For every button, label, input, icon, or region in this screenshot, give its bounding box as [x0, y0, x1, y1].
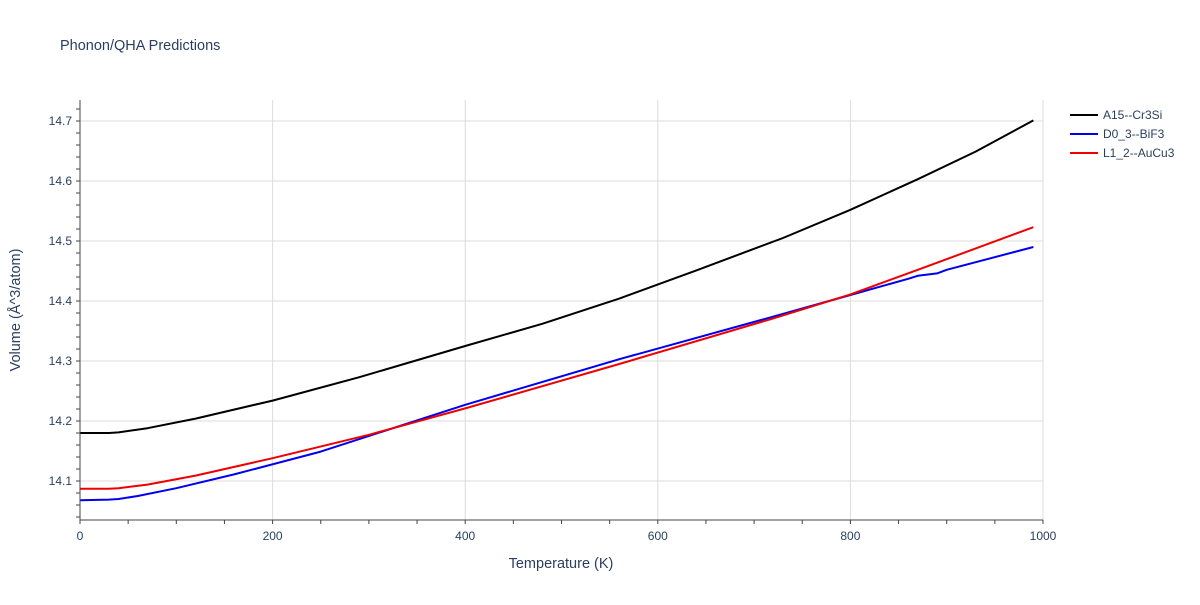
- x-tick-label: 0: [77, 529, 84, 543]
- x-tick-label: 400: [455, 529, 475, 543]
- series-line-1: [80, 119, 1034, 434]
- legend-item-2[interactable]: D0_3--BiF3: [1070, 127, 1165, 141]
- y-axis-label: Volume (Å^3/atom): [7, 249, 24, 372]
- series-line-3: [80, 226, 1034, 490]
- x-tick-label: 200: [263, 529, 283, 543]
- y-tick-label: 14.5: [49, 234, 73, 248]
- y-tick-label: 14.2: [49, 414, 73, 428]
- y-tick-label: 14.3: [49, 354, 73, 368]
- legend-item-1[interactable]: A15--Cr3Si: [1070, 108, 1162, 122]
- chart-title: Phonon/QHA Predictions: [60, 38, 220, 54]
- x-tick-label: 800: [840, 529, 860, 543]
- x-tick-label: 600: [648, 529, 668, 543]
- tick-labels: 0 200 400 600 800 1000 14.1 14.2 14.3 14.4 14.5 14.…: [49, 114, 1057, 543]
- y-tick-label: 14.4: [49, 294, 73, 308]
- axes: [76, 100, 1044, 524]
- series-lines: [79, 119, 1034, 502]
- series-line-2: [79, 246, 1034, 502]
- legend-item-3[interactable]: L1_2--AuCu3: [1070, 146, 1175, 160]
- legend-label: L1_2--AuCu3: [1103, 146, 1175, 160]
- legend[interactable]: A15--Cr3Si D0_3--BiF3 L1_2--AuCu3: [1070, 108, 1175, 160]
- x-axis-label: Temperature (K): [509, 556, 614, 572]
- legend-label: A15--Cr3Si: [1103, 108, 1162, 122]
- y-tick-label: 14.6: [49, 174, 73, 188]
- x-tick-label: 1000: [1030, 529, 1057, 543]
- y-tick-label: 14.1: [49, 474, 73, 488]
- grid-lines: [80, 100, 1044, 520]
- y-tick-label: 14.7: [49, 114, 73, 128]
- legend-label: D0_3--BiF3: [1103, 127, 1165, 141]
